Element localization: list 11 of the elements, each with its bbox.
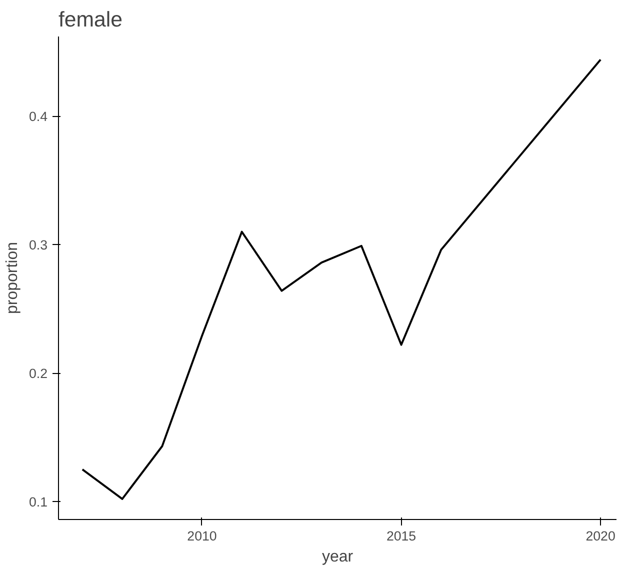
y-axis-title: proportion [4, 242, 21, 314]
y-tick-label: 0.1 [28, 494, 48, 510]
y-tick-label: 0.3 [28, 238, 48, 253]
x-tick-label: 2010 [187, 528, 217, 544]
y-tick-label: 0.4 [28, 109, 48, 124]
y-tick-label: 0.2 [28, 366, 48, 382]
chart-title: female [58, 8, 123, 32]
x-tick-label: 2020 [586, 528, 616, 544]
x-axis-title: year [322, 548, 354, 566]
line-series [81, 58, 602, 500]
x-tick-label: 2015 [386, 528, 416, 544]
